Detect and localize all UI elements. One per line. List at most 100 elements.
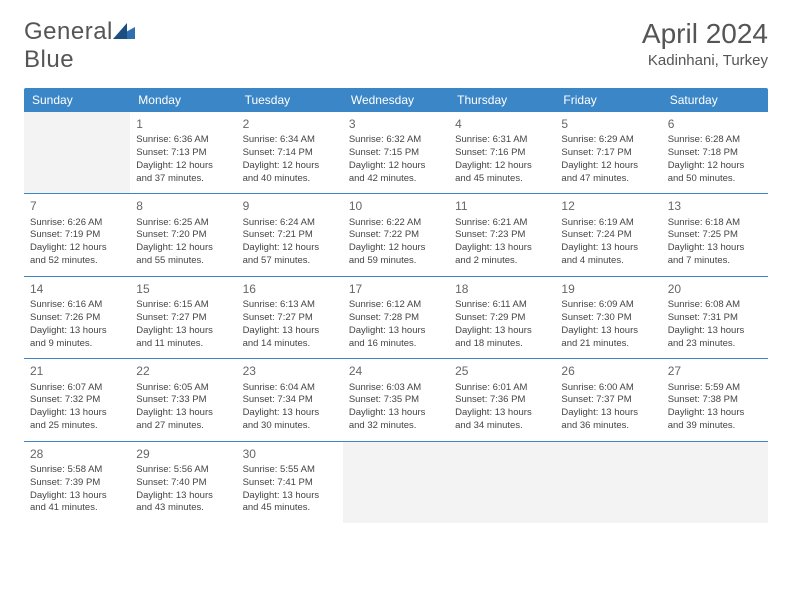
cell-line: Sunrise: 6:24 AM xyxy=(243,217,337,230)
cell-line: Sunset: 7:17 PM xyxy=(561,147,655,160)
cell-line: and 45 minutes. xyxy=(455,173,549,186)
cell-line: Sunrise: 5:56 AM xyxy=(136,464,230,477)
cell-line: and 39 minutes. xyxy=(668,420,762,433)
cell-line: Sunrise: 6:13 AM xyxy=(243,299,337,312)
cell-line: Sunset: 7:35 PM xyxy=(349,394,443,407)
calendar-cell: 26Sunrise: 6:00 AMSunset: 7:37 PMDayligh… xyxy=(555,359,661,441)
cell-line: Daylight: 12 hours xyxy=(349,160,443,173)
cell-line: Sunset: 7:13 PM xyxy=(136,147,230,160)
cell-line: and 14 minutes. xyxy=(243,338,337,351)
cell-line: Sunset: 7:38 PM xyxy=(668,394,762,407)
day-number: 28 xyxy=(30,446,124,462)
calendar-cell: 7 Sunrise: 6:26 AMSunset: 7:19 PMDaylight… xyxy=(24,194,130,276)
cell-line: Daylight: 13 hours xyxy=(349,407,443,420)
calendar-cell: 19Sunrise: 6:09 AMSunset: 7:30 PMDayligh… xyxy=(555,276,661,358)
day-header: Friday xyxy=(555,88,661,112)
day-number: 15 xyxy=(136,281,230,297)
cell-line: and 40 minutes. xyxy=(243,173,337,186)
calendar-cell: 9Sunrise: 6:24 AMSunset: 7:21 PMDaylight… xyxy=(237,194,343,276)
cell-line: Sunrise: 6:15 AM xyxy=(136,299,230,312)
day-number: 20 xyxy=(668,281,762,297)
day-number: 1 xyxy=(136,116,230,132)
cell-line: and 25 minutes. xyxy=(30,420,124,433)
cell-line: and 18 minutes. xyxy=(455,338,549,351)
cell-line: Sunset: 7:19 PM xyxy=(30,229,124,242)
calendar-cell xyxy=(662,441,768,523)
cell-line: Daylight: 12 hours xyxy=(243,242,337,255)
cell-line: Sunset: 7:41 PM xyxy=(243,477,337,490)
day-number: 30 xyxy=(243,446,337,462)
cell-line: and 21 minutes. xyxy=(561,338,655,351)
title-block: April 2024 Kadinhani, Turkey xyxy=(642,18,768,69)
calendar-head: SundayMondayTuesdayWednesdayThursdayFrid… xyxy=(24,88,768,112)
cell-line: and 9 minutes. xyxy=(30,338,124,351)
cell-line: Sunset: 7:36 PM xyxy=(455,394,549,407)
cell-line: and 37 minutes. xyxy=(136,173,230,186)
day-number: 6 xyxy=(668,116,762,132)
cell-line: Daylight: 13 hours xyxy=(136,490,230,503)
cell-line: Daylight: 12 hours xyxy=(561,160,655,173)
day-number: 18 xyxy=(455,281,549,297)
day-number: 7 xyxy=(30,198,124,214)
calendar-cell: 25Sunrise: 6:01 AMSunset: 7:36 PMDayligh… xyxy=(449,359,555,441)
cell-line: Sunrise: 6:00 AM xyxy=(561,382,655,395)
cell-line: Sunset: 7:16 PM xyxy=(455,147,549,160)
cell-line: Daylight: 13 hours xyxy=(243,407,337,420)
cell-line: Daylight: 12 hours xyxy=(136,160,230,173)
calendar-row: 7Sunrise: 6:26 AMSunset: 7:19 PMDaylight… xyxy=(24,194,768,276)
cell-line: and 47 minutes. xyxy=(561,173,655,186)
calendar-cell: 12Sunrise: 6:19 AMSunset: 7:24 PMDayligh… xyxy=(555,194,661,276)
cell-line: Daylight: 13 hours xyxy=(561,242,655,255)
cell-line: Daylight: 13 hours xyxy=(455,325,549,338)
cell-line: Sunrise: 5:55 AM xyxy=(243,464,337,477)
day-header: Wednesday xyxy=(343,88,449,112)
cell-line: Sunset: 7:40 PM xyxy=(136,477,230,490)
cell-line: and 45 minutes. xyxy=(243,502,337,515)
cell-line: Sunrise: 6:29 AM xyxy=(561,134,655,147)
cell-line: Sunrise: 6:11 AM xyxy=(455,299,549,312)
cell-line: Sunrise: 6:32 AM xyxy=(349,134,443,147)
cell-line: and 50 minutes. xyxy=(668,173,762,186)
cell-line: Sunrise: 6:26 AM xyxy=(30,217,124,230)
cell-line: Sunset: 7:18 PM xyxy=(668,147,762,160)
cell-line: Daylight: 13 hours xyxy=(136,325,230,338)
cell-line: Sunrise: 6:31 AM xyxy=(455,134,549,147)
day-number: 23 xyxy=(243,363,337,379)
day-number: 9 xyxy=(243,198,337,214)
day-number: 21 xyxy=(30,363,124,379)
cell-line: Daylight: 12 hours xyxy=(349,242,443,255)
day-number: 16 xyxy=(243,281,337,297)
calendar-body: 1Sunrise: 6:36 AMSunset: 7:13 PMDaylight… xyxy=(24,112,768,523)
day-number: 8 xyxy=(136,198,230,214)
cell-line: and 30 minutes. xyxy=(243,420,337,433)
calendar-cell: 3Sunrise: 6:32 AMSunset: 7:15 PMDaylight… xyxy=(343,112,449,194)
logo-mark-icon xyxy=(113,23,135,39)
day-header: Monday xyxy=(130,88,236,112)
calendar-cell: 21Sunrise: 6:07 AMSunset: 7:32 PMDayligh… xyxy=(24,359,130,441)
cell-line: Sunrise: 6:04 AM xyxy=(243,382,337,395)
cell-line: Sunrise: 6:16 AM xyxy=(30,299,124,312)
cell-line: Sunset: 7:29 PM xyxy=(455,312,549,325)
day-number: 29 xyxy=(136,446,230,462)
cell-line: Sunset: 7:34 PM xyxy=(243,394,337,407)
cell-line: and 23 minutes. xyxy=(668,338,762,351)
cell-line: Sunset: 7:14 PM xyxy=(243,147,337,160)
cell-line: Sunset: 7:24 PM xyxy=(561,229,655,242)
cell-line: and 7 minutes. xyxy=(668,255,762,268)
day-number: 26 xyxy=(561,363,655,379)
day-number: 25 xyxy=(455,363,549,379)
cell-line: Sunrise: 6:19 AM xyxy=(561,217,655,230)
day-number: 14 xyxy=(30,281,124,297)
day-number: 10 xyxy=(349,198,443,214)
cell-line: Sunrise: 6:34 AM xyxy=(243,134,337,147)
cell-line: and 59 minutes. xyxy=(349,255,443,268)
calendar-cell xyxy=(449,441,555,523)
cell-line: Sunset: 7:27 PM xyxy=(136,312,230,325)
cell-line: Daylight: 13 hours xyxy=(561,325,655,338)
calendar-cell: 29 Sunrise: 5:56 AMSunset: 7:40 PMDayligh… xyxy=(130,441,236,523)
cell-line: Sunrise: 6:22 AM xyxy=(349,217,443,230)
cell-line: and 16 minutes. xyxy=(349,338,443,351)
cell-line: Daylight: 12 hours xyxy=(30,242,124,255)
cell-line: Daylight: 13 hours xyxy=(349,325,443,338)
cell-line: Sunrise: 6:03 AM xyxy=(349,382,443,395)
